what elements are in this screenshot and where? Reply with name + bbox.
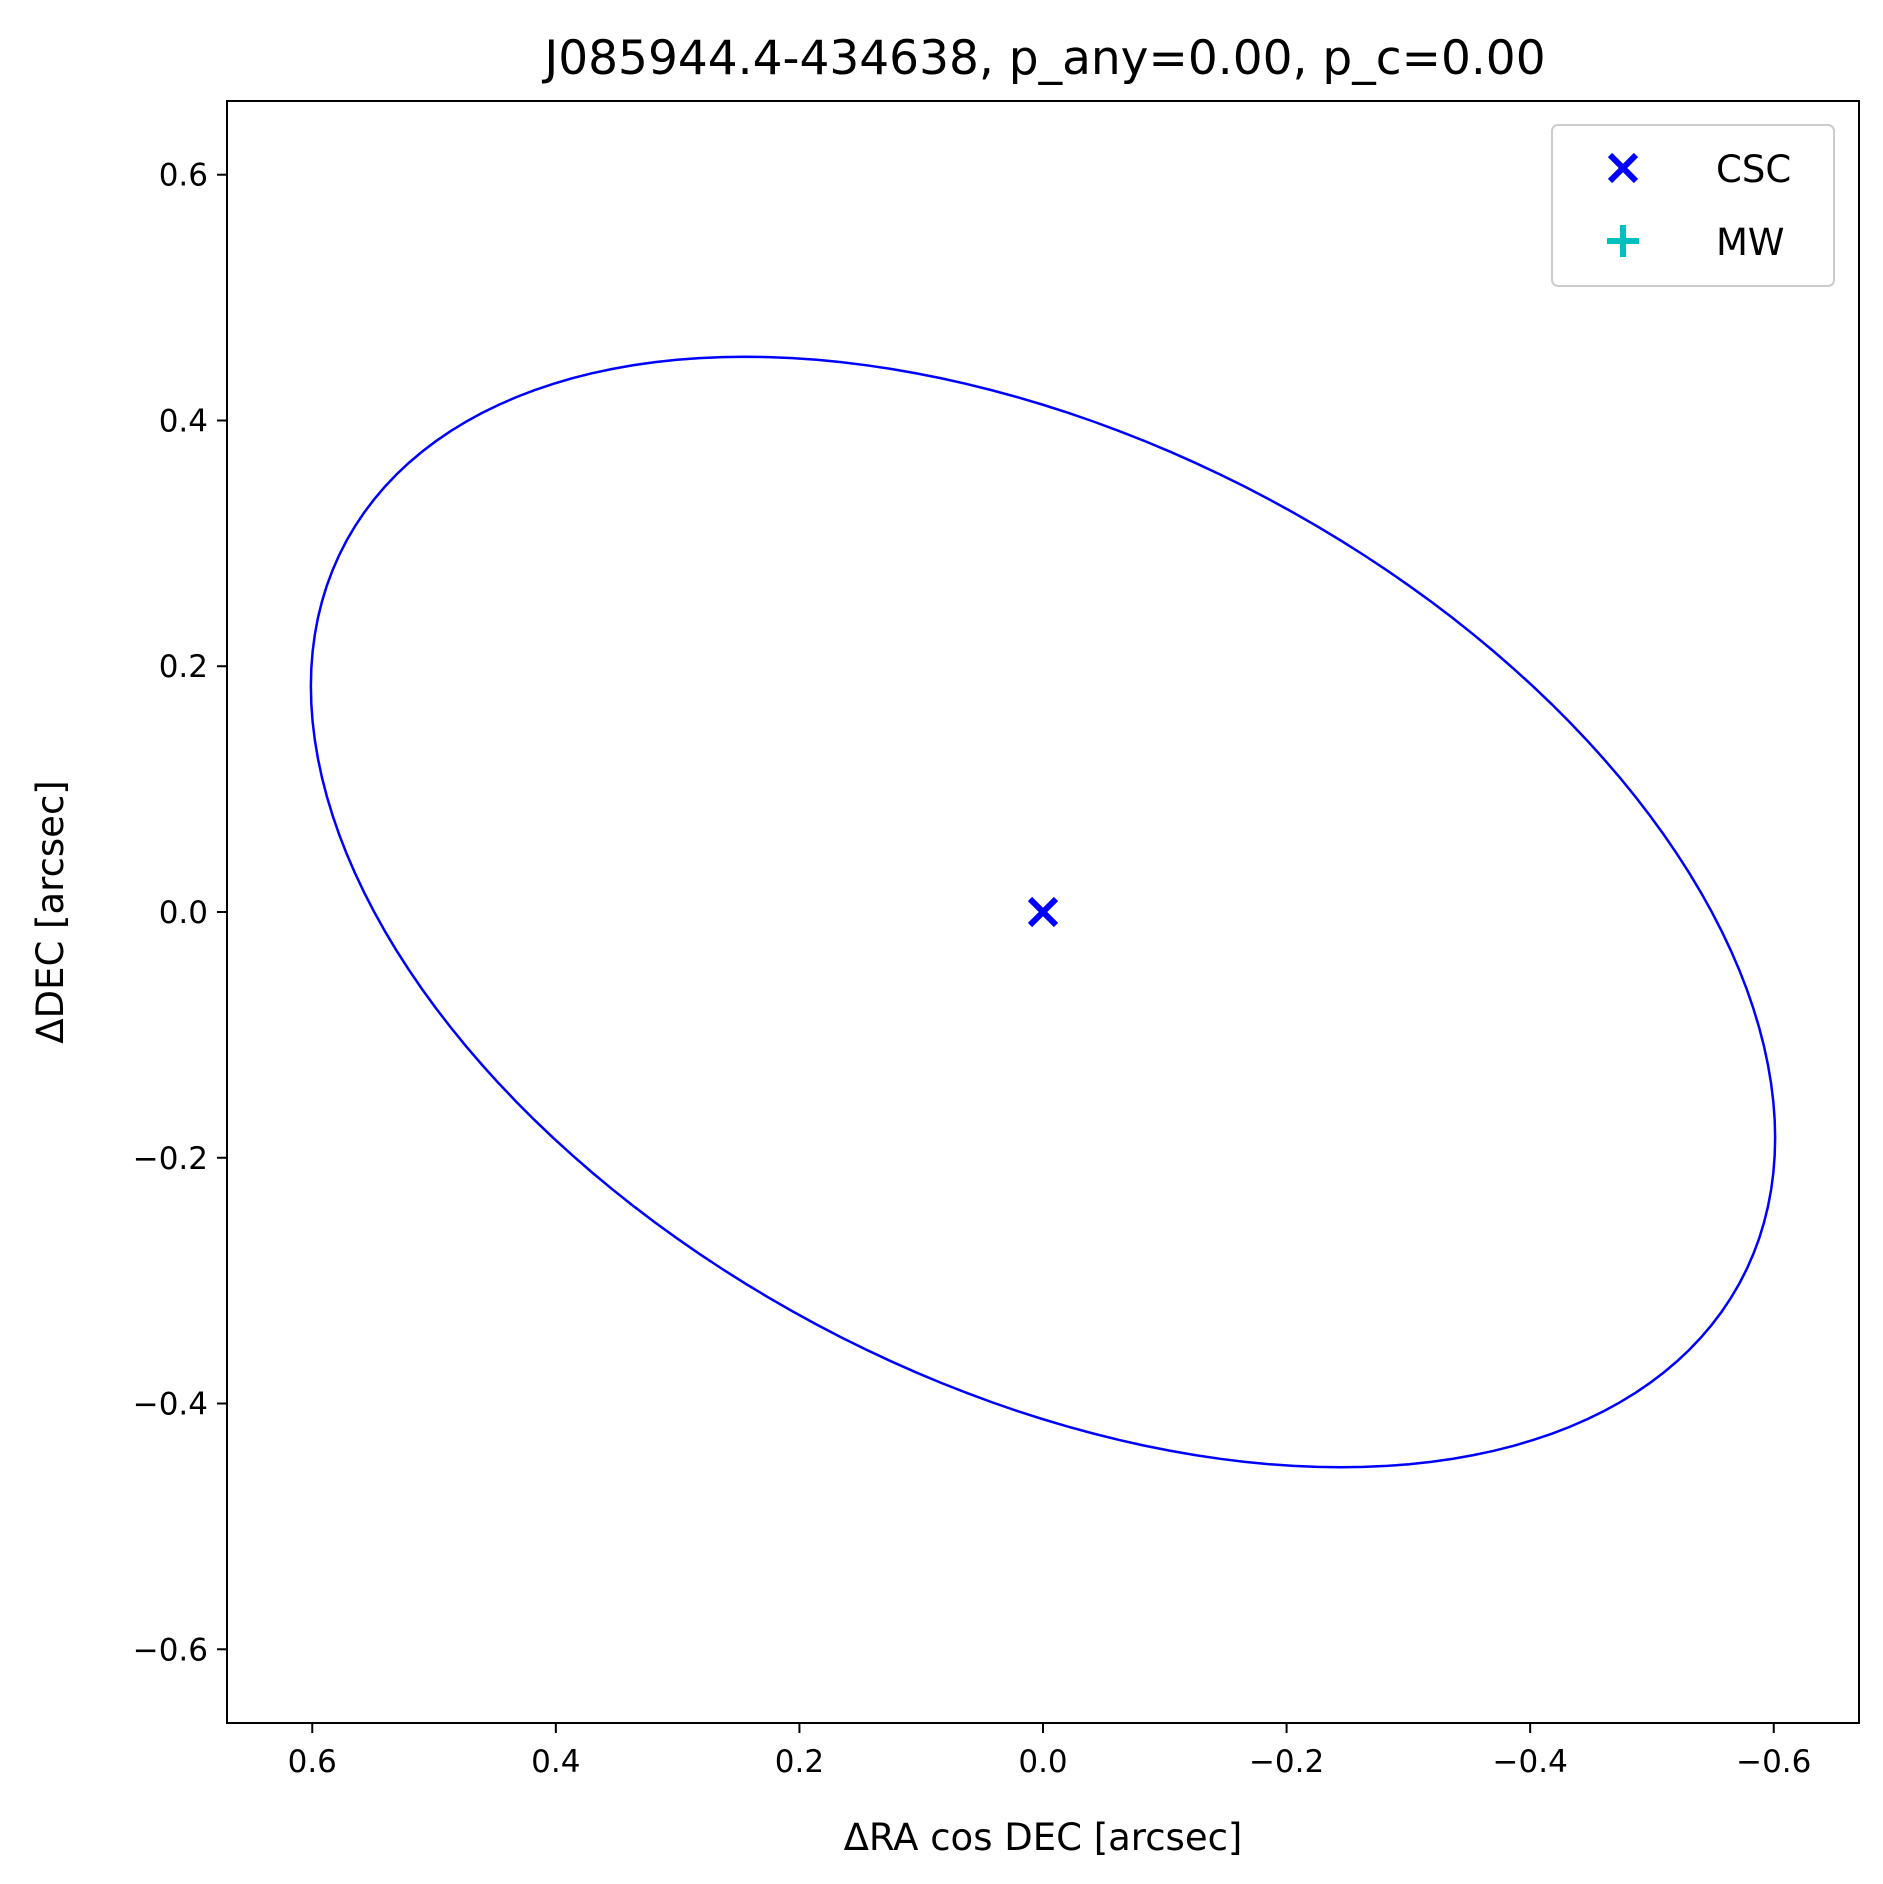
y-axis-title: ΔDEC [arcsec] — [29, 780, 72, 1043]
x-tick-label: −0.2 — [1249, 1744, 1324, 1780]
y-tick-label: 0.4 — [159, 403, 208, 439]
y-tick-label: 0.2 — [159, 649, 208, 685]
csc-marker — [1027, 896, 1059, 928]
x-tick-label: 0.0 — [1018, 1744, 1067, 1780]
chart-title: J085944.4-434638, p_any=0.00, p_c=0.00 — [541, 31, 1545, 86]
legend: CSC MW — [1551, 124, 1835, 287]
x-tick-label: 0.4 — [531, 1744, 580, 1780]
x-tick-label: −0.6 — [1736, 1744, 1811, 1780]
x-tick-label: 0.6 — [288, 1744, 337, 1780]
y-tick-label: −0.2 — [133, 1141, 208, 1177]
x-axis-title: ΔRA cos DEC [arcsec] — [844, 1816, 1243, 1859]
x-tick-label: −0.4 — [1493, 1744, 1568, 1780]
error-ellipse — [309, 355, 1777, 1469]
y-tick-label: 0.0 — [159, 895, 208, 931]
legend-label-csc: CSC — [1716, 148, 1791, 191]
error-ellipse-layer — [309, 355, 1777, 1469]
y-tick-label: −0.4 — [133, 1387, 208, 1423]
y-tick-label: 0.6 — [159, 158, 208, 194]
x-axis-ticks: 0.6 0.4 0.2 0.0 −0.2 −0.4 −0.6 — [288, 1723, 1811, 1780]
legend-mw-plus-marker — [1607, 225, 1639, 257]
legend-label-mw: MW — [1716, 221, 1785, 264]
legend-box — [1551, 124, 1835, 287]
y-tick-label: −0.6 — [133, 1632, 208, 1668]
y-axis-ticks: 0.6 0.4 0.2 0.0 −0.2 −0.4 −0.6 — [133, 158, 227, 1668]
legend-csc-x-marker — [1607, 152, 1639, 184]
data-marks-layer — [1027, 896, 1059, 928]
x-tick-label: 0.2 — [775, 1744, 824, 1780]
